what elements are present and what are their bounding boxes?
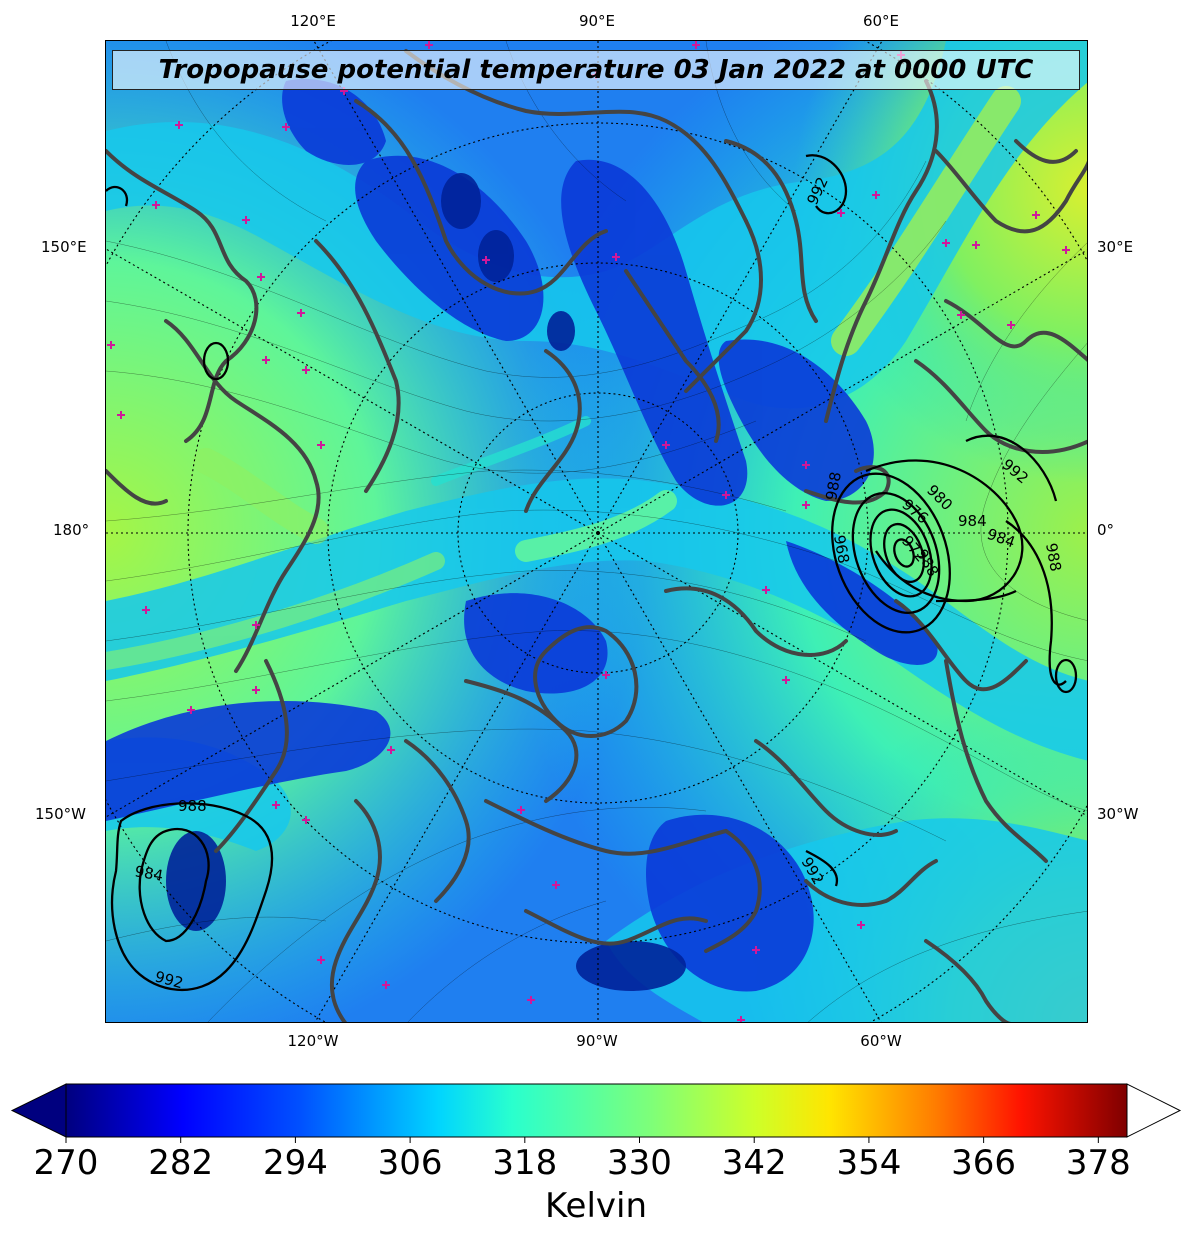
colorbar-tick-label: 330 [607, 1143, 672, 1183]
lon-label-bottom-120w: 120°W [287, 1032, 339, 1050]
side-label-right-30w: 30°W [1097, 805, 1139, 823]
low-theta-cores [106, 79, 938, 992]
colorbar-tick-label: 378 [1065, 1143, 1131, 1183]
colorbar-gradient [65, 1083, 1128, 1138]
colorbar [10, 1083, 1182, 1143]
contour-label-968: 968 [830, 534, 853, 565]
colorbar-tick-label: 366 [951, 1143, 1017, 1183]
lon-label-top-60e: 60°E [862, 12, 900, 30]
colorbar-tick-label: 354 [836, 1143, 902, 1183]
colorbar-tick-label: 342 [721, 1143, 787, 1183]
colorbar-tick-label: 294 [262, 1143, 328, 1183]
side-label-right-0: 0° [1097, 521, 1115, 539]
colorbar-tickmarks [65, 1137, 1099, 1143]
side-label-left-150e: 150°E [41, 238, 87, 256]
coastlines [106, 49, 1087, 1022]
mslp-contours [106, 154, 1078, 992]
lon-label-top-90e: 90°E [578, 12, 616, 30]
map-title: Tropopause potential temperature 03 Jan … [112, 50, 1080, 90]
tropopause-theta-map: 992 988 984 992 992 988 980 976 972 984 … [106, 41, 1087, 1022]
contour-label-988a: 988 [178, 797, 207, 815]
side-label-right-30e: 30°E [1097, 238, 1134, 256]
map-panel: 992 988 984 992 992 988 980 976 972 984 … [105, 40, 1088, 1023]
side-label-left-150w: 150°W [35, 805, 86, 823]
contour-label-988d: 988 [1042, 542, 1065, 573]
lon-label-bottom-90w: 90°W [576, 1032, 618, 1050]
lon-label-top-120e: 120°E [290, 12, 336, 30]
colorbar-over-extend [1126, 1083, 1182, 1138]
colorbar-tick-label: 270 [33, 1143, 99, 1183]
contour-label-984a: 984 [133, 862, 164, 885]
colorbar-tick-label: 282 [148, 1143, 214, 1183]
colorbar-unit-label: Kelvin [544, 1186, 648, 1226]
lon-label-bottom-60w: 60°W [860, 1032, 902, 1050]
contour-label-988b: 988 [822, 470, 845, 501]
colorbar-tick-label: 318 [492, 1143, 558, 1183]
theta-contours [106, 41, 1087, 1022]
side-label-left-180: 180° [53, 521, 90, 539]
graticule [106, 41, 1087, 1022]
colorbar-tick-label: 306 [377, 1143, 443, 1183]
colorbar-under-extend [10, 1083, 67, 1138]
contour-label-984b: 984 [958, 512, 987, 530]
